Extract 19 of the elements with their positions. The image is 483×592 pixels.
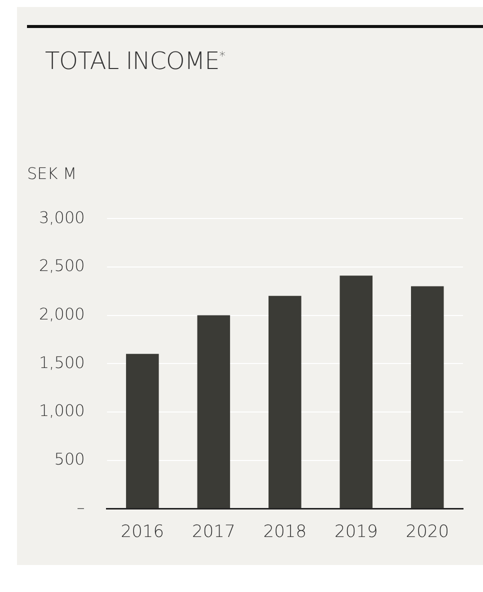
y-tick-label: 3,000 <box>38 208 85 227</box>
bar <box>268 296 302 508</box>
x-tick-label: 2016 <box>120 522 164 542</box>
bar <box>126 354 159 508</box>
y-tick-label: 500 <box>54 449 85 468</box>
x-tick-label: 2017 <box>192 522 236 542</box>
y-tick-label: – <box>76 498 85 517</box>
y-tick-label: 1,500 <box>38 352 85 372</box>
y-tick-label: 1,000 <box>38 401 85 420</box>
y-tick-label: 2,500 <box>38 256 85 276</box>
x-tick-label: 2019 <box>334 522 378 542</box>
chart-title: TOTAL INCOME$^{*}$ <box>45 47 225 75</box>
y-axis-title: SEK M <box>27 164 77 183</box>
bar <box>197 315 230 508</box>
bar <box>340 276 373 508</box>
bar <box>410 286 444 508</box>
x-tick-label: 2018 <box>263 522 307 542</box>
x-tick-label: 2020 <box>406 522 450 542</box>
y-tick-label: 2,000 <box>38 304 85 324</box>
